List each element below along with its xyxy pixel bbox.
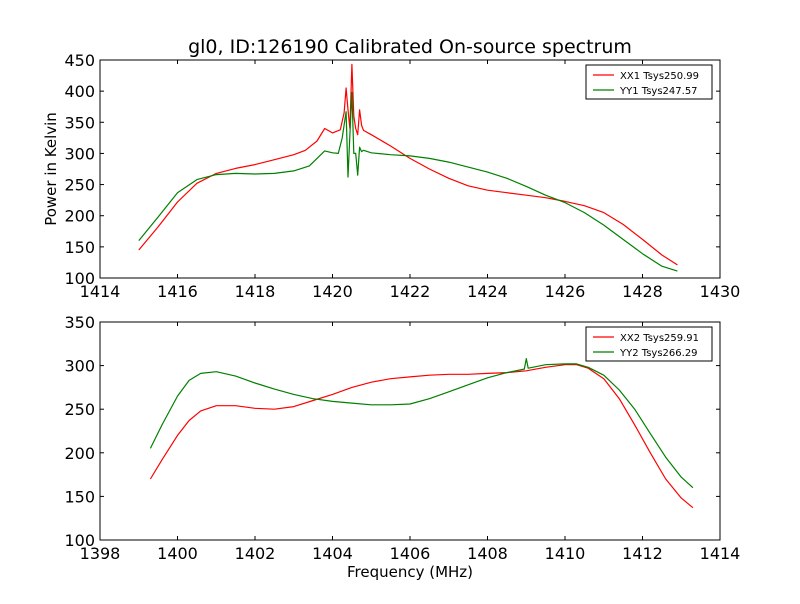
- y-tick-label: 350: [64, 113, 95, 132]
- top-panel: 1414 1416 1418 1420 1422 1424 1426 1428 1430 100 1…: [42, 51, 740, 301]
- x-tick-label: 1416: [157, 282, 198, 301]
- y-tick-label: 300: [64, 144, 95, 163]
- chart-title: gl0, ID:126190 Calibrated On-source spec…: [188, 36, 632, 58]
- x-tick-label: 1426: [545, 282, 586, 301]
- x-tick-label: 1410: [545, 544, 586, 563]
- x-tick-label: 1422: [390, 282, 431, 301]
- x-tick-label: 1402: [235, 544, 276, 563]
- legend-box: [585, 64, 713, 100]
- x-tick-label: 1408: [467, 544, 508, 563]
- y-tick-label: 450: [64, 51, 95, 70]
- series-line-2: [149, 358, 694, 489]
- series-line-1: [149, 364, 694, 509]
- y-tick-label: 250: [64, 176, 95, 195]
- y-tick-label: 150: [64, 238, 95, 257]
- x-tick-label: 1428: [622, 282, 663, 301]
- bottom-panel: 1398 1400 1402 1404 1406 1408 1410 1412 1414 100 1…: [64, 313, 740, 563]
- legend-box: [585, 326, 713, 362]
- y-tick-label: 200: [64, 207, 95, 226]
- x-tick-label: 1404: [312, 544, 353, 563]
- x-tick-label: 1406: [390, 544, 431, 563]
- y-tick-label: 150: [64, 487, 95, 506]
- x-tick-label: 1414: [80, 282, 121, 301]
- legend-label: XX1 Tsys250.99: [620, 71, 699, 82]
- x-tick-label: 1400: [157, 544, 198, 563]
- y-tick-label: 300: [64, 357, 95, 376]
- x-tick-label: 1414: [700, 544, 741, 563]
- x-tick-label: 1412: [622, 544, 663, 563]
- x-tick-label: 1424: [467, 282, 508, 301]
- y-tick-label: 100: [64, 269, 95, 288]
- y-tick-label: 100: [64, 531, 95, 550]
- series-line-1: [138, 63, 678, 266]
- y-tick-label: 250: [64, 400, 95, 419]
- legend-label: YY1 Tsys247.57: [619, 86, 698, 97]
- y-tick-label: 400: [64, 82, 95, 101]
- x-tick-label: 1430: [700, 282, 741, 301]
- x-tick-label: 1418: [235, 282, 276, 301]
- y-axis-label: Power in Kelvin: [42, 112, 60, 226]
- x-tick-label: 1420: [312, 282, 353, 301]
- x-tick-label: 1398: [80, 544, 121, 563]
- y-tick-label: 200: [64, 444, 95, 463]
- x-axis-label: Frequency (MHz): [347, 563, 473, 581]
- series-line-2: [138, 91, 678, 272]
- y-tick-label: 350: [64, 313, 95, 332]
- legend-label: XX2 Tsys259.91: [620, 333, 699, 344]
- legend-label: YY2 Tsys266.29: [619, 348, 698, 359]
